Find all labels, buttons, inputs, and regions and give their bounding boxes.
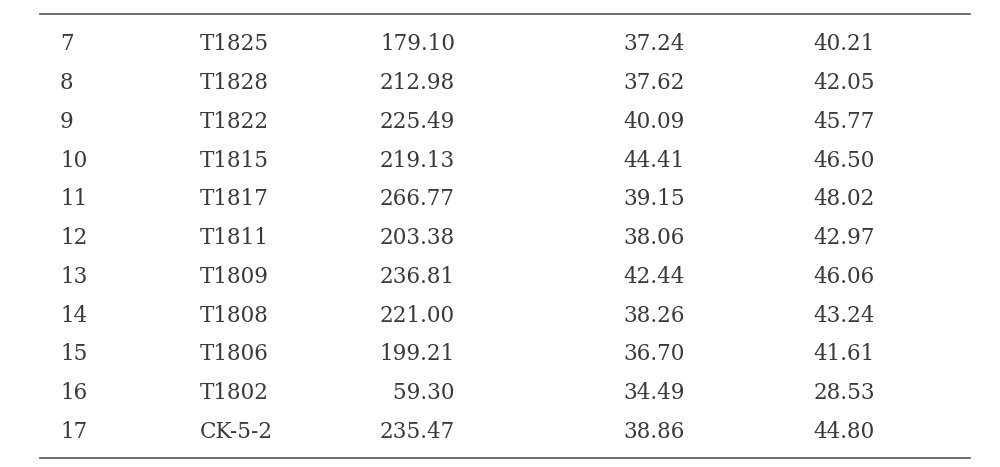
Text: T1817: T1817 [200, 188, 269, 211]
Text: 37.62: 37.62 [624, 72, 685, 94]
Text: 41.61: 41.61 [814, 343, 875, 366]
Text: T1815: T1815 [200, 149, 269, 172]
Text: 11: 11 [60, 188, 87, 211]
Text: 15: 15 [60, 343, 87, 366]
Text: 38.86: 38.86 [624, 421, 685, 443]
Text: 212.98: 212.98 [380, 72, 455, 94]
Text: 42.97: 42.97 [814, 227, 875, 249]
Text: T1806: T1806 [200, 343, 269, 366]
Text: 38.06: 38.06 [624, 227, 685, 249]
Text: 8: 8 [60, 72, 74, 94]
Text: 44.41: 44.41 [624, 149, 685, 172]
Text: 59.30: 59.30 [386, 382, 455, 404]
Text: 28.53: 28.53 [813, 382, 875, 404]
Text: 17: 17 [60, 421, 87, 443]
Text: 34.49: 34.49 [624, 382, 685, 404]
Text: 45.77: 45.77 [814, 111, 875, 133]
Text: 46.06: 46.06 [814, 266, 875, 288]
Text: 225.49: 225.49 [380, 111, 455, 133]
Text: 266.77: 266.77 [380, 188, 455, 211]
Text: T1828: T1828 [200, 72, 269, 94]
Text: CK-5-2: CK-5-2 [200, 421, 273, 443]
Text: 219.13: 219.13 [380, 149, 455, 172]
Text: 40.21: 40.21 [814, 33, 875, 56]
Text: T1825: T1825 [200, 33, 269, 56]
Text: 10: 10 [60, 149, 87, 172]
Text: 12: 12 [60, 227, 87, 249]
Text: 13: 13 [60, 266, 87, 288]
Text: T1809: T1809 [200, 266, 269, 288]
Text: 37.24: 37.24 [624, 33, 685, 56]
Text: 203.38: 203.38 [380, 227, 455, 249]
Text: 42.44: 42.44 [624, 266, 685, 288]
Text: T1802: T1802 [200, 382, 269, 404]
Text: 39.15: 39.15 [623, 188, 685, 211]
Text: 235.47: 235.47 [380, 421, 455, 443]
Text: 36.70: 36.70 [624, 343, 685, 366]
Text: 16: 16 [60, 382, 87, 404]
Text: 43.24: 43.24 [814, 304, 875, 327]
Text: 9: 9 [60, 111, 74, 133]
Text: 14: 14 [60, 304, 87, 327]
Text: 236.81: 236.81 [380, 266, 455, 288]
Text: 48.02: 48.02 [814, 188, 875, 211]
Text: 221.00: 221.00 [380, 304, 455, 327]
Text: 38.26: 38.26 [624, 304, 685, 327]
Text: T1811: T1811 [200, 227, 269, 249]
Text: 7: 7 [60, 33, 74, 56]
Text: 199.21: 199.21 [380, 343, 455, 366]
Text: 179.10: 179.10 [380, 33, 455, 56]
Text: T1822: T1822 [200, 111, 269, 133]
Text: 44.80: 44.80 [814, 421, 875, 443]
Text: 42.05: 42.05 [814, 72, 875, 94]
Text: 46.50: 46.50 [814, 149, 875, 172]
Text: T1808: T1808 [200, 304, 269, 327]
Text: 40.09: 40.09 [624, 111, 685, 133]
